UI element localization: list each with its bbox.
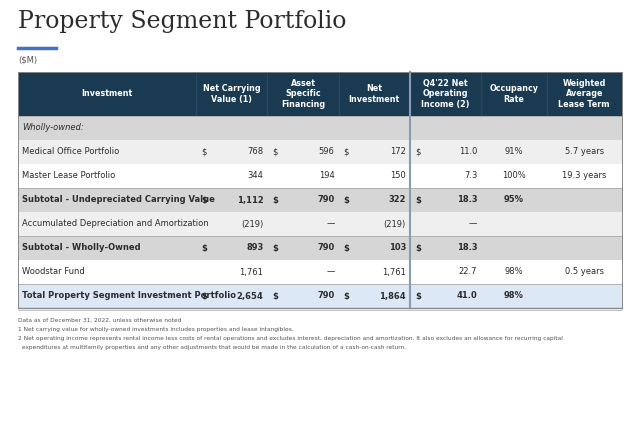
Text: $: $ bbox=[344, 195, 349, 205]
Text: 5.7 years: 5.7 years bbox=[564, 147, 604, 157]
Text: $: $ bbox=[344, 147, 349, 157]
Bar bbox=[18, 212, 622, 236]
Text: 1,761: 1,761 bbox=[382, 267, 406, 277]
Text: (219): (219) bbox=[384, 219, 406, 229]
Text: Wholly-owned:: Wholly-owned: bbox=[22, 123, 84, 133]
Bar bbox=[18, 236, 622, 260]
Text: —: — bbox=[326, 267, 335, 277]
Bar bbox=[18, 140, 622, 164]
Text: $: $ bbox=[201, 243, 207, 253]
Text: 103: 103 bbox=[388, 243, 406, 253]
Text: 2,654: 2,654 bbox=[237, 291, 264, 301]
Text: $: $ bbox=[201, 291, 207, 301]
Text: 893: 893 bbox=[246, 243, 264, 253]
Text: 98%: 98% bbox=[504, 267, 523, 277]
Text: 18.3: 18.3 bbox=[457, 243, 477, 253]
Text: Total Property Segment Investment Portfolio: Total Property Segment Investment Portfo… bbox=[22, 291, 236, 301]
Text: —: — bbox=[326, 219, 335, 229]
Text: $: $ bbox=[201, 147, 207, 157]
Bar bbox=[18, 164, 622, 188]
Text: 790: 790 bbox=[317, 243, 335, 253]
Text: 41.0: 41.0 bbox=[456, 291, 477, 301]
Text: 1,112: 1,112 bbox=[237, 195, 264, 205]
Text: Weighted
Average
Lease Term: Weighted Average Lease Term bbox=[559, 79, 610, 109]
Text: 2 Net operating income represents rental income less costs of rental operations : 2 Net operating income represents rental… bbox=[18, 336, 563, 341]
Text: 344: 344 bbox=[248, 171, 264, 181]
Text: Q4'22 Net
Operating
Income (2): Q4'22 Net Operating Income (2) bbox=[421, 79, 470, 109]
Text: 1,864: 1,864 bbox=[380, 291, 406, 301]
Text: 1 Net carrying value for wholly-owned investments includes properties and lease : 1 Net carrying value for wholly-owned in… bbox=[18, 327, 294, 332]
Text: Subtotal - Undepreciated Carrying Value: Subtotal - Undepreciated Carrying Value bbox=[22, 195, 215, 205]
Text: 11.0: 11.0 bbox=[459, 147, 477, 157]
Text: 18.3: 18.3 bbox=[457, 195, 477, 205]
Text: $: $ bbox=[201, 195, 207, 205]
Text: $: $ bbox=[273, 147, 278, 157]
Text: ($M): ($M) bbox=[18, 56, 37, 65]
Text: 150: 150 bbox=[390, 171, 406, 181]
Text: 98%: 98% bbox=[504, 291, 524, 301]
Text: $: $ bbox=[415, 147, 420, 157]
Text: 194: 194 bbox=[319, 171, 335, 181]
Text: 0.5 years: 0.5 years bbox=[564, 267, 604, 277]
Text: Investment: Investment bbox=[81, 90, 132, 99]
Bar bbox=[18, 116, 622, 140]
Bar bbox=[18, 72, 622, 116]
Text: Property Segment Portfolio: Property Segment Portfolio bbox=[18, 10, 346, 33]
Text: 1,761: 1,761 bbox=[239, 267, 264, 277]
Bar bbox=[18, 188, 622, 212]
Text: Data as of December 31, 2022, unless otherwise noted: Data as of December 31, 2022, unless oth… bbox=[18, 318, 181, 323]
Text: 91%: 91% bbox=[504, 147, 523, 157]
Text: (219): (219) bbox=[241, 219, 264, 229]
Text: expenditures at multifamily properties and any other adjustments that would be m: expenditures at multifamily properties a… bbox=[18, 345, 406, 350]
Text: 22.7: 22.7 bbox=[459, 267, 477, 277]
Text: 768: 768 bbox=[247, 147, 264, 157]
Text: 790: 790 bbox=[317, 291, 335, 301]
Text: 19.3 years: 19.3 years bbox=[562, 171, 607, 181]
Text: Woodstar Fund: Woodstar Fund bbox=[22, 267, 84, 277]
Text: 596: 596 bbox=[319, 147, 335, 157]
Text: $: $ bbox=[415, 195, 421, 205]
Text: $: $ bbox=[273, 243, 278, 253]
Text: 95%: 95% bbox=[504, 195, 524, 205]
Text: 100%: 100% bbox=[502, 171, 525, 181]
Text: 790: 790 bbox=[317, 195, 335, 205]
Text: 322: 322 bbox=[388, 195, 406, 205]
Text: Accumulated Depreciation and Amortization: Accumulated Depreciation and Amortizatio… bbox=[22, 219, 209, 229]
Text: $: $ bbox=[273, 291, 278, 301]
Text: —: — bbox=[469, 219, 477, 229]
Bar bbox=[18, 284, 622, 308]
Text: Master Lease Portfolio: Master Lease Portfolio bbox=[22, 171, 115, 181]
Bar bbox=[18, 260, 622, 284]
Text: Subtotal - Wholly-Owned: Subtotal - Wholly-Owned bbox=[22, 243, 141, 253]
Text: Net Carrying
Value (1): Net Carrying Value (1) bbox=[203, 84, 260, 104]
Text: 172: 172 bbox=[390, 147, 406, 157]
Text: Net
Investment: Net Investment bbox=[349, 84, 400, 104]
Text: Occupancy
Rate: Occupancy Rate bbox=[490, 84, 538, 104]
Text: $: $ bbox=[415, 291, 421, 301]
Text: 7.3: 7.3 bbox=[464, 171, 477, 181]
Text: Asset
Specific
Financing: Asset Specific Financing bbox=[281, 79, 325, 109]
Text: $: $ bbox=[273, 195, 278, 205]
Text: $: $ bbox=[344, 243, 349, 253]
Text: $: $ bbox=[344, 291, 349, 301]
Text: Medical Office Portfolio: Medical Office Portfolio bbox=[22, 147, 119, 157]
Text: $: $ bbox=[415, 243, 421, 253]
